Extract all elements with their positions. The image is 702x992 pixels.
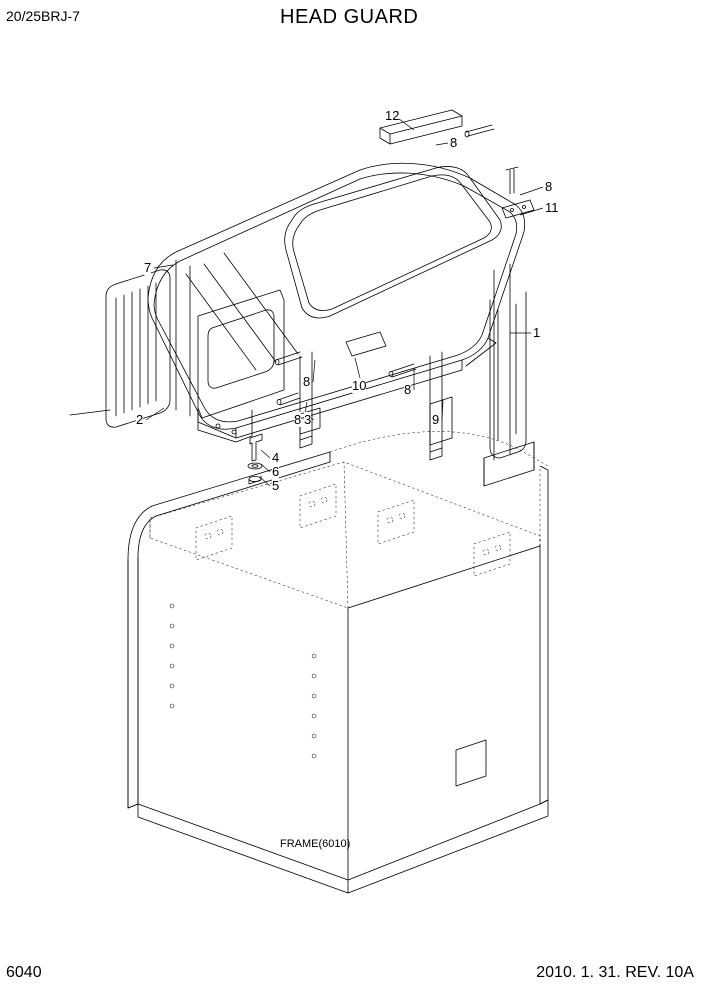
back-pad bbox=[70, 270, 170, 427]
bolt-plate-right bbox=[506, 167, 518, 194]
right-leg bbox=[484, 264, 534, 486]
center-right-post bbox=[430, 352, 452, 460]
page-title: HEAD GUARD bbox=[280, 6, 418, 29]
callout-6: 6 bbox=[272, 464, 279, 479]
callout-5: 5 bbox=[272, 478, 279, 493]
frame-body bbox=[128, 431, 548, 893]
bolt-top-bar bbox=[465, 125, 494, 137]
exploded-diagram: 1288117181082839465 FRAME(6010) bbox=[0, 60, 702, 940]
head-guard-canopy bbox=[148, 163, 525, 438]
callout-11: 11 bbox=[545, 200, 559, 215]
callout-8: 8 bbox=[545, 179, 552, 194]
page-number: 6040 bbox=[6, 964, 42, 982]
callout-4: 4 bbox=[272, 450, 279, 465]
revision-date: 2010. 1. 31. REV. 10A bbox=[536, 964, 694, 982]
callout-8: 8 bbox=[450, 135, 457, 150]
callout-12: 12 bbox=[385, 108, 399, 123]
callout-3: 3 bbox=[304, 412, 311, 427]
callout-8: 8 bbox=[303, 374, 310, 389]
frame-reference-label: FRAME(6010) bbox=[280, 838, 350, 850]
callout-10: 10 bbox=[352, 378, 366, 393]
center-left-post bbox=[300, 352, 320, 448]
callout-9: 9 bbox=[432, 412, 439, 427]
callout-8: 8 bbox=[294, 412, 301, 427]
model-code: 20/25BRJ-7 bbox=[6, 8, 80, 24]
callout-2: 2 bbox=[136, 412, 143, 427]
callout-1: 1 bbox=[533, 325, 540, 340]
plate-right bbox=[502, 200, 534, 218]
callout-7: 7 bbox=[144, 260, 151, 275]
callout-8: 8 bbox=[404, 382, 411, 397]
